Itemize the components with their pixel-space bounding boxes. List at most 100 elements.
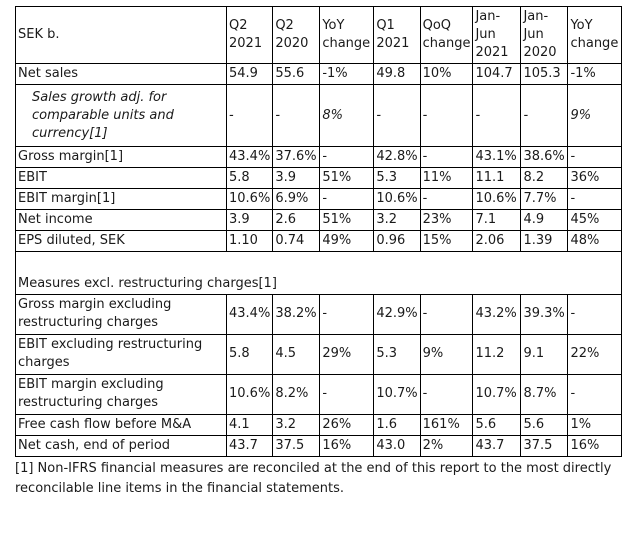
table-cell: 5.8	[225, 333, 274, 375]
table-cell: -	[319, 146, 375, 168]
table-cell: 8.7%	[520, 373, 569, 415]
table-cell: 43.4%	[225, 146, 274, 168]
table-cell: 10.6%	[472, 188, 522, 210]
table-cell: -	[319, 373, 375, 415]
table-cell: 37.6%	[272, 146, 321, 168]
table-cell: 48%	[567, 230, 623, 252]
table-cell: 37.5	[272, 434, 321, 457]
table-cell: 7.1	[472, 209, 522, 231]
table-cell: 54.9	[225, 63, 274, 85]
table-cell: -	[419, 84, 474, 147]
spacer-cell	[14, 251, 623, 274]
table-cell: 9%	[419, 333, 474, 375]
table-cell: 11.2	[472, 333, 522, 375]
table-cell: 37.5	[520, 434, 569, 457]
table-cell: 10.6%	[225, 373, 274, 415]
table-cell: 43.4%	[225, 293, 274, 335]
table-cell: 42.8%	[373, 146, 421, 168]
table-cell: 1.10	[225, 230, 274, 252]
table-cell: 3.2	[272, 413, 321, 436]
table-cell: 43.7	[225, 434, 274, 457]
table-cell: 1.6	[373, 413, 421, 436]
header-cell: Jan-Jun 2020	[520, 6, 569, 64]
table-cell: 42.9%	[373, 293, 421, 335]
table-cell: 26%	[319, 413, 375, 436]
row-label: EBIT excluding restructuring charges	[15, 333, 227, 375]
table-cell: -	[419, 373, 474, 415]
table-cell: -	[419, 188, 474, 210]
table-cell: 49.8	[373, 63, 421, 85]
table-cell: -	[373, 84, 421, 147]
table-cell: 3.9	[272, 167, 321, 189]
section-title: Measures excl. restructuring charges[1]	[14, 273, 623, 295]
table-cell: 39.3%	[520, 293, 569, 335]
table-cell: 11%	[419, 167, 474, 189]
table-cell: 10%	[419, 63, 474, 85]
table-cell: 3.2	[373, 209, 421, 231]
row-label: Sales growth adj. for comparable units a…	[15, 84, 227, 147]
table-cell: 2.6	[272, 209, 321, 231]
table-cell: 36%	[567, 167, 623, 189]
table-cell: 4.1	[225, 413, 274, 436]
table-cell: 6.9%	[272, 188, 321, 210]
table-cell: 43.2%	[472, 293, 522, 335]
table-cell: 10.7%	[472, 373, 522, 415]
table-row: EBIT excluding restructuring charges 5.8 4…	[15, 333, 623, 375]
table-cell: -	[567, 146, 623, 168]
table-cell: -	[472, 84, 522, 147]
table-cell: 22%	[567, 333, 623, 375]
section-title-row: Measures excl. restructuring charges[1]	[14, 273, 623, 295]
table-cell: -	[319, 188, 375, 210]
table-cell: 43.7	[472, 434, 522, 457]
table-cell: 29%	[319, 333, 375, 375]
financial-summary: SEK b. Q2 2021 Q2 2020 YoY change Q1 202…	[14, 6, 623, 499]
table-cell: -	[419, 293, 474, 335]
table-cell: 4.9	[520, 209, 569, 231]
table-cell: 1%	[567, 413, 623, 436]
table-cell: -	[272, 84, 321, 147]
table-cell: 10.6%	[373, 188, 421, 210]
table-cell: 10.7%	[373, 373, 421, 415]
table-cell: 43.0	[373, 434, 421, 457]
table-row: Net sales 54.9 55.6 -1% 49.8 10% 104.7 105.3 -1%	[15, 63, 623, 85]
table-cell: 105.3	[520, 63, 569, 85]
row-label: EBIT	[15, 167, 227, 189]
table-cell: 51%	[319, 209, 375, 231]
table-row: EPS diluted, SEK 1.10 0.74 49% 0.96 15% 2.06 1.…	[15, 230, 623, 252]
table-cell: 16%	[567, 434, 623, 457]
table-cell: 5.6	[520, 413, 569, 436]
table-cell: -	[225, 84, 274, 147]
table-cell: -	[567, 373, 623, 415]
header-cell: SEK b.	[15, 6, 227, 64]
header-row: SEK b. Q2 2021 Q2 2020 YoY change Q1 202…	[15, 6, 623, 64]
table-row: EBIT 5.8 3.9 51% 5.3 11% 11.1 8.2 36%	[15, 167, 623, 189]
table-cell: -1%	[567, 63, 623, 85]
table-cell: 0.74	[272, 230, 321, 252]
row-label: Gross margin excluding restructuring cha…	[15, 293, 227, 335]
table-row: Net income 3.9 2.6 51% 3.2 23% 7.1 4.9 45%	[15, 209, 623, 231]
row-label: Net sales	[15, 63, 227, 85]
table-cell: 7.7%	[520, 188, 569, 210]
table-cell: -	[419, 146, 474, 168]
row-label: EBIT margin[1]	[15, 188, 227, 210]
table-row: Gross margin[1] 43.4% 37.6% -42.8% -43.1% 38.…	[15, 146, 623, 168]
row-label: Net cash, end of period	[15, 434, 227, 457]
row-label: EBIT margin excluding restructuring char…	[15, 373, 227, 415]
table-cell: 4.5	[272, 333, 321, 375]
table-cell: -	[520, 84, 569, 147]
table-cell: 49%	[319, 230, 375, 252]
table-cell: -	[567, 293, 623, 335]
table-cell: 45%	[567, 209, 623, 231]
row-label: EPS diluted, SEK	[15, 230, 227, 252]
table-cell: 5.3	[373, 333, 421, 375]
table-cell: 2.06	[472, 230, 522, 252]
table-row: Free cash flow before M&A 4.1 3.2 26% 1.6 161…	[15, 413, 623, 436]
financial-table: SEK b. Q2 2021 Q2 2020 YoY change Q1 202…	[14, 6, 623, 457]
table-cell: 2%	[419, 434, 474, 457]
row-label: Net income	[15, 209, 227, 231]
table-row: EBIT margin excluding restructuring char…	[15, 373, 623, 415]
table-cell: 38.6%	[520, 146, 569, 168]
table-cell: 51%	[319, 167, 375, 189]
table-row: Gross margin excluding restructuring cha…	[15, 293, 623, 335]
table-cell: 15%	[419, 230, 474, 252]
